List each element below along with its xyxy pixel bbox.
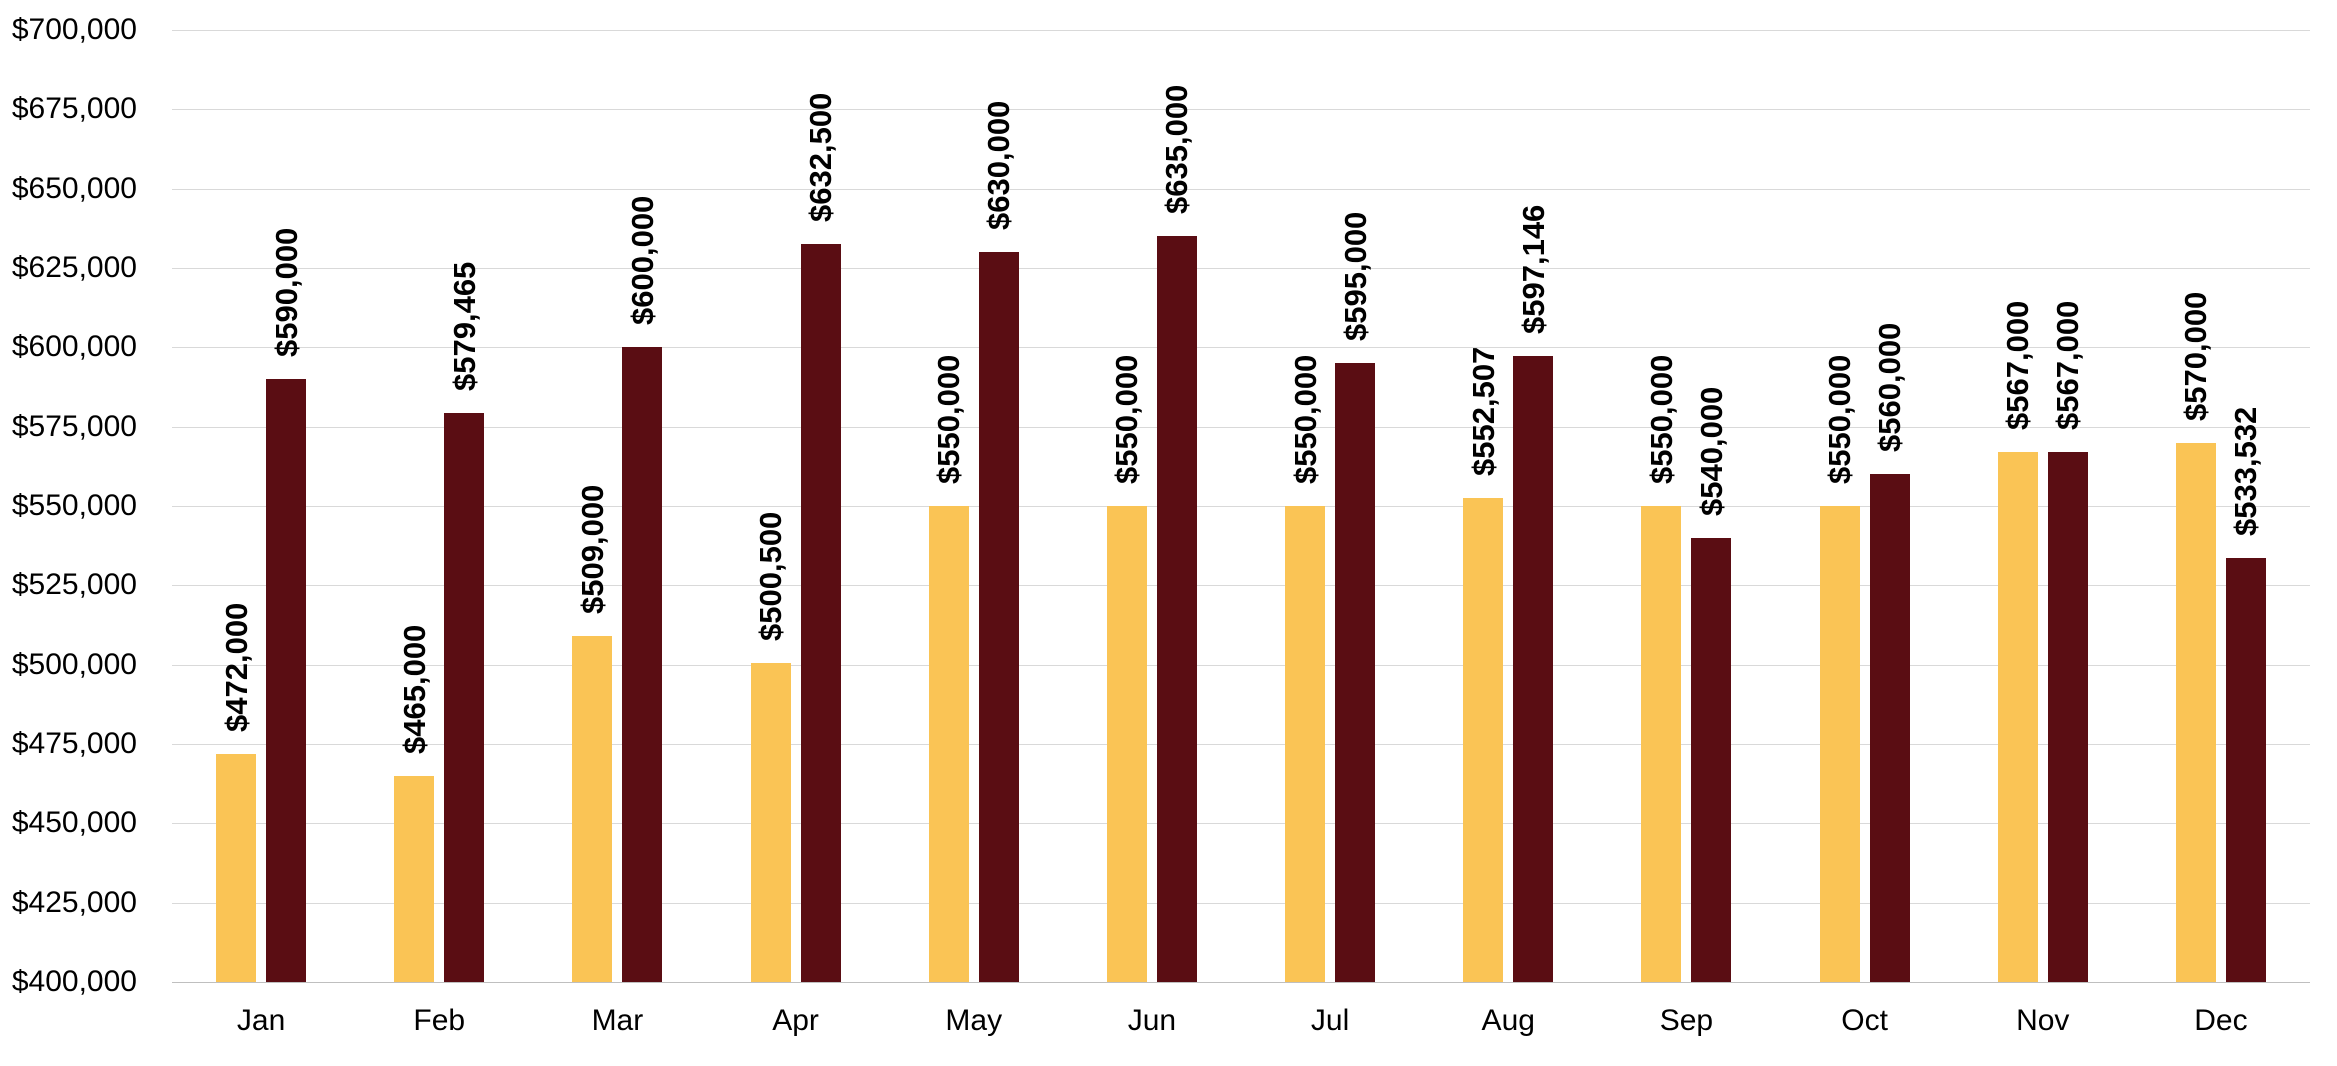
- bar-series-2: [1335, 363, 1376, 982]
- y-tick-label: $500,000: [11, 647, 137, 681]
- gridline: [172, 109, 2310, 111]
- bar-value-label: $600,000: [624, 196, 660, 326]
- x-tick-label: Apr: [772, 1004, 819, 1037]
- y-tick-label: $625,000: [11, 251, 137, 284]
- bar-value-label: $567,000: [2050, 300, 2086, 431]
- bar-value-label: $500,500: [753, 511, 789, 642]
- bar-series-1: [1819, 506, 1860, 982]
- y-axis: $400,000 $425,000 $450,000 $475,000 $500,000…: [0, 0, 137, 1066]
- x-tick-label: Aug: [1481, 1004, 1535, 1037]
- y-tick-label: $675,000: [11, 92, 137, 126]
- gridline: [172, 506, 2310, 507]
- x-tick-label: Jul: [1310, 1004, 1350, 1037]
- bar-value-label: $570,000: [2178, 291, 2214, 421]
- y-tick-label: $650,000: [11, 171, 137, 205]
- bar-series-2: [2225, 558, 2266, 982]
- gridline: [172, 744, 2310, 745]
- y-tick-label: $450,000: [11, 806, 137, 840]
- x-tick-label: Nov: [2016, 1004, 2070, 1037]
- plot-area: $472,000 $590,000 $465,000 $579,465 $509,000…: [172, 30, 2310, 983]
- bar-value-label: $597,146: [1515, 205, 1551, 335]
- bar-series-1: [216, 753, 257, 982]
- bar-value-label: $632,500: [803, 92, 839, 223]
- x-tick-label: Oct: [1841, 1004, 1888, 1037]
- bar-series-1: [1641, 506, 1682, 982]
- bar-value-label: $630,000: [981, 100, 1017, 231]
- gridline: [172, 902, 2310, 904]
- bar-value-label: $635,000: [1159, 84, 1195, 215]
- bar-value-label: $550,000: [931, 354, 967, 484]
- bar-series-2: [1513, 356, 1554, 982]
- x-tick-label: May: [945, 1004, 1003, 1037]
- bar-value-label: $472,000: [218, 602, 254, 732]
- y-tick-label: $400,000: [11, 965, 137, 998]
- gridline: [172, 664, 2310, 666]
- bar-value-label: $533,532: [2228, 406, 2264, 537]
- gridline: [172, 30, 2310, 31]
- bar-series-2: [622, 347, 663, 982]
- gridline: [172, 188, 2310, 190]
- bar-series-2: [800, 244, 841, 982]
- bar-value-label: $550,000: [1287, 354, 1323, 484]
- bar-value-label: $595,000: [1337, 211, 1373, 342]
- y-tick-label: $525,000: [11, 568, 137, 602]
- bar-series-1: [750, 663, 791, 982]
- x-tick-label: Mar: [591, 1004, 644, 1037]
- y-tick-label: $550,000: [11, 489, 137, 522]
- y-tick-label: $700,000: [11, 13, 137, 46]
- bar-series-2: [1691, 537, 1732, 982]
- gridline: [172, 585, 2310, 587]
- bar-series-1: [572, 636, 613, 982]
- x-tick-label: Jun: [1127, 1004, 1177, 1037]
- bar-value-label: $550,000: [1109, 354, 1145, 484]
- bar-series-1: [1285, 506, 1326, 982]
- y-tick-label: $475,000: [11, 727, 137, 760]
- x-tick-label: Sep: [1659, 1004, 1714, 1037]
- bar-series-2: [266, 379, 307, 982]
- bar-value-label: $550,000: [1643, 354, 1679, 484]
- x-axis: Jan Feb Mar Apr May Jun Jul Aug Sep Oct Nov Dec: [172, 1004, 2310, 1044]
- y-tick-label: $425,000: [11, 885, 137, 919]
- bar-series-2: [444, 412, 485, 982]
- x-tick-label: Jan: [236, 1004, 286, 1037]
- bar-series-1: [394, 775, 435, 982]
- bar-series-1: [1106, 506, 1147, 982]
- bar-value-label: $465,000: [396, 624, 432, 754]
- bar-series-1: [928, 506, 969, 982]
- bar-series-2: [1156, 236, 1197, 982]
- gridline: [172, 982, 2310, 983]
- gridline: [172, 426, 2310, 428]
- x-tick-label: Dec: [2194, 1004, 2248, 1037]
- bar-series-2: [2047, 452, 2088, 982]
- x-tick-label: Feb: [413, 1004, 466, 1037]
- bar-series-2: [978, 252, 1019, 982]
- gridline: [172, 347, 2310, 349]
- y-tick-label: $575,000: [11, 409, 137, 443]
- gridline: [172, 268, 2310, 269]
- bar-value-label: $560,000: [1872, 322, 1908, 453]
- bar-series-2: [1869, 474, 1910, 982]
- bar-series-1: [1997, 452, 2038, 982]
- bar-series-1: [2175, 442, 2216, 982]
- bar-value-label: $579,465: [446, 261, 482, 391]
- bar-value-label: $567,000: [2000, 300, 2036, 431]
- y-tick-label: $600,000: [11, 330, 137, 364]
- bar-value-label: $590,000: [268, 227, 304, 358]
- bar-value-label: $509,000: [574, 484, 610, 615]
- gridline: [172, 823, 2310, 825]
- bar-value-label: $550,000: [1822, 354, 1858, 484]
- bar-value-label: $540,000: [1693, 386, 1729, 516]
- bar-value-label: $552,507: [1465, 346, 1501, 477]
- bar-series-1: [1463, 498, 1504, 982]
